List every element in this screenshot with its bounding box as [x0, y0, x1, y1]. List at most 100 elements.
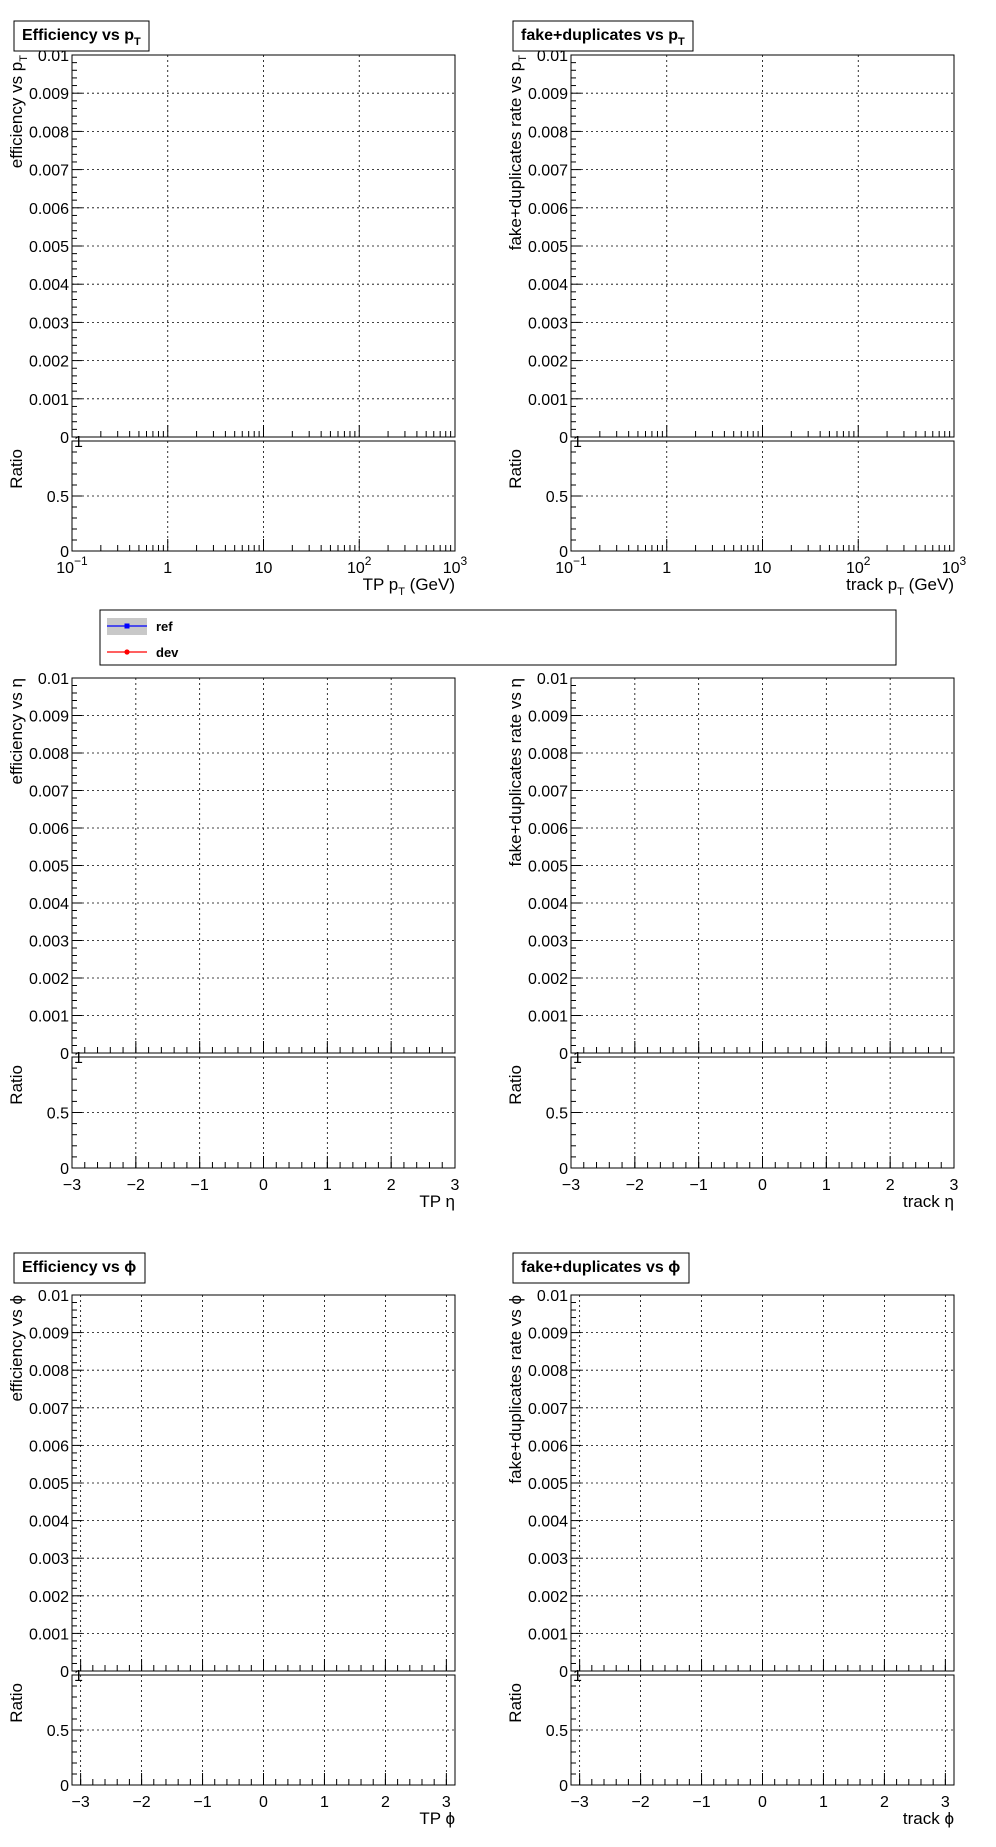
ratio-tick-label: 0	[559, 1778, 568, 1795]
x-tick-label: −1	[692, 1794, 710, 1811]
x-tick-base: 0	[259, 1177, 268, 1194]
y-tick-label: 0.004	[528, 277, 568, 294]
x-tick-label: 102	[846, 554, 871, 577]
x-tick-label: 10	[754, 560, 772, 577]
x-tick-label: −2	[631, 1794, 649, 1811]
y-tick-label: 0.004	[528, 896, 568, 913]
x-tick-base: 3	[941, 1794, 950, 1811]
ratio-tick-label: 0	[559, 1161, 568, 1178]
x-tick-label: 1	[819, 1794, 828, 1811]
x-axis: 10−1 1 10 102 103	[555, 425, 967, 577]
y-tick-label: 0.008	[528, 124, 568, 141]
x-axis-label: track ϕ	[903, 1809, 954, 1828]
y-tick-label: 0.009	[29, 86, 69, 103]
ratio-tick-label: 1	[74, 1668, 83, 1685]
chart-panel-5: 0 0.001 0.002 0.003 0.004 0.005 0.006 0.007 0.00…	[7, 1252, 456, 1828]
y-tick-label: 0.001	[528, 1626, 568, 1643]
grid-lines	[571, 1295, 954, 1785]
x-tick-base: 0	[259, 1794, 268, 1811]
ratio-tick-label: 1	[74, 1050, 83, 1067]
x-tick-base: 10	[443, 560, 461, 577]
ratio-tick-label: 0.5	[546, 1723, 568, 1740]
x-tick-base: 10	[255, 560, 273, 577]
y-tick-label: 0.01	[38, 1288, 69, 1305]
chart-title: Efficiency vs ϕ	[13, 1252, 146, 1284]
y-axis-main: 0 0.001 0.002 0.003 0.004 0.005 0.006 0.007 0.00…	[528, 48, 581, 447]
chart-title-sub: T	[678, 36, 685, 48]
legend-dev-marker	[124, 649, 130, 655]
y-tick-label: 0.004	[29, 277, 69, 294]
x-tick-base: 1	[822, 1177, 831, 1194]
legend: ref dev	[99, 609, 897, 666]
chart-title-box	[512, 1252, 690, 1284]
y-tick-label: 0.008	[528, 746, 568, 763]
ratio-axis-label: Ratio	[7, 449, 26, 489]
x-tick-base: −3	[63, 1177, 81, 1194]
x-axis: −3 −2 −1 0 1 2 3	[72, 1659, 451, 1811]
chart-title-main: fake+duplicates vs p	[521, 27, 678, 44]
y-tick-label: 0.01	[38, 48, 69, 65]
x-tick-base: 2	[886, 1177, 895, 1194]
x-tick-label: 3	[442, 1794, 451, 1811]
x-tick-label: 3	[950, 1177, 959, 1194]
ratio-axis-label: Ratio	[506, 1683, 525, 1723]
y-tick-label: 0.009	[528, 86, 568, 103]
y-tick-label: 0.006	[528, 821, 568, 838]
x-tick-base: −3	[72, 1794, 90, 1811]
y-axis-main: 0 0.001 0.002 0.003 0.004 0.005 0.006 0.007 0.00…	[528, 1288, 581, 1681]
x-tick-label: 2	[387, 1177, 396, 1194]
x-tick-base: 1	[323, 1177, 332, 1194]
x-tick-label: 1	[662, 560, 671, 577]
y-tick-label: 0.01	[537, 1288, 568, 1305]
x-tick-base: −2	[626, 1177, 644, 1194]
chart-title-main: Efficiency vs ϕ	[22, 1259, 136, 1276]
chart-title: fake+duplicates vs pT	[512, 20, 694, 52]
x-tick-base: 10	[846, 560, 864, 577]
x-tick-label: 1	[163, 560, 172, 577]
x-tick-exponent: 3	[461, 554, 468, 568]
legend-box	[99, 609, 897, 666]
x-tick-exponent: 2	[365, 554, 372, 568]
y-tick-label: 0.002	[29, 1589, 69, 1606]
x-axis-label-sub: T	[897, 586, 904, 598]
y-tick-label: 0.007	[528, 163, 568, 180]
x-tick-base: −2	[132, 1794, 150, 1811]
y-tick-label: 0.002	[528, 354, 568, 371]
x-tick-exponent: 3	[960, 554, 967, 568]
y-tick-label: 0.007	[29, 163, 69, 180]
y-axis-ratio: 00.51	[546, 434, 582, 561]
y-tick-label: 0.002	[29, 354, 69, 371]
y-axis-main: 0 0.001 0.002 0.003 0.004 0.005 0.006 0.007 0.00…	[29, 671, 82, 1063]
y-axis-ratio: 00.51	[47, 1668, 83, 1795]
ratio-axis-label: Ratio	[7, 1683, 26, 1723]
y-tick-label: 0.002	[528, 971, 568, 988]
ratio-tick-label: 1	[573, 434, 582, 451]
x-axis-label-main: track ϕ	[903, 1809, 954, 1828]
x-tick-base: −2	[127, 1177, 145, 1194]
x-tick-label: 1	[323, 1177, 332, 1194]
x-axis-label: track pT (GeV)	[846, 575, 954, 598]
y-axis-label: fake+duplicates rate vs η	[506, 678, 525, 867]
y-axis-ratio: 00.51	[47, 1050, 83, 1178]
y-tick-label: 0.006	[29, 1438, 69, 1455]
x-tick-label: 3	[941, 1794, 950, 1811]
x-tick-label: −1	[690, 1177, 708, 1194]
y-axis-label: fake+duplicates rate vs ϕ	[506, 1295, 525, 1484]
y-tick-label: 0.003	[29, 1551, 69, 1568]
ratio-tick-label: 0.5	[47, 489, 69, 506]
x-tick-label: −1	[191, 1177, 209, 1194]
x-tick-base: 1	[662, 560, 671, 577]
x-tick-base: −1	[690, 1177, 708, 1194]
x-tick-base: −2	[631, 1794, 649, 1811]
x-tick-base: −1	[191, 1177, 209, 1194]
y-tick-label: 0.01	[537, 671, 568, 688]
y-tick-label: 0	[60, 1664, 69, 1681]
x-tick-label: 3	[451, 1177, 460, 1194]
legend-entry-dev: dev	[107, 645, 179, 660]
ratio-tick-label: 0.5	[47, 1723, 69, 1740]
y-tick-label: 0.004	[29, 896, 69, 913]
ratio-tick-label: 0.5	[47, 1106, 69, 1123]
y-axis-main: 0 0.001 0.002 0.003 0.004 0.005 0.006 0.007 0.00…	[29, 1288, 82, 1681]
y-tick-label: 0.006	[528, 1438, 568, 1455]
x-tick-base: 3	[451, 1177, 460, 1194]
